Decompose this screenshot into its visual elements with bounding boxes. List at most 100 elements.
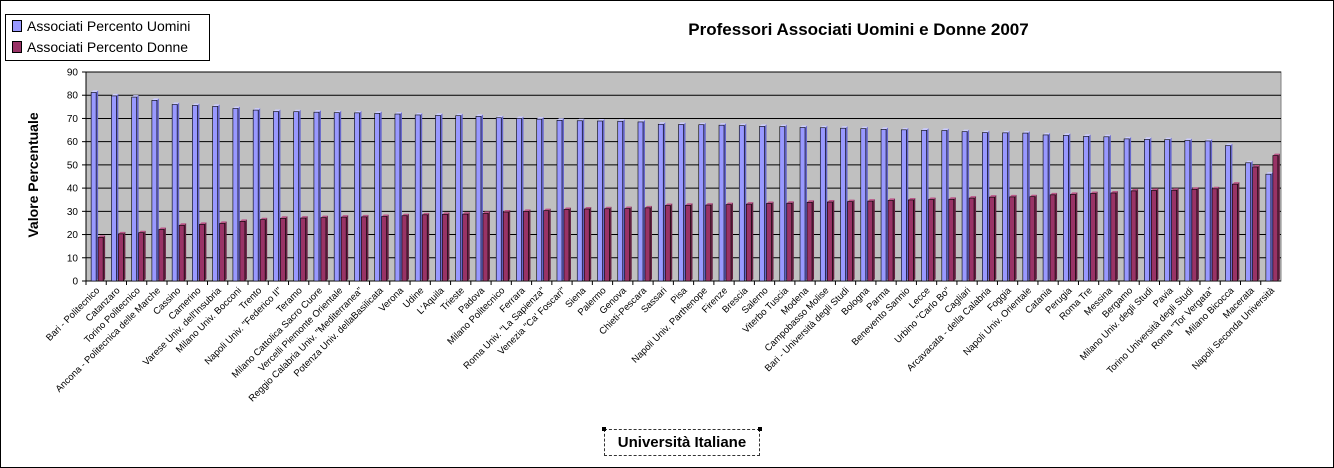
bar-uomini-side bbox=[460, 113, 463, 281]
bar-donne-top bbox=[462, 212, 470, 215]
bar-uomini-side bbox=[217, 104, 220, 281]
bar-donne-side bbox=[285, 216, 288, 281]
bar-donne bbox=[928, 199, 934, 282]
chart-title: Professori Associati Uomini e Donne 2007 bbox=[688, 20, 1029, 39]
bar-donne-side bbox=[913, 197, 916, 281]
bar-uomini bbox=[435, 115, 441, 282]
bar-donne bbox=[239, 221, 246, 282]
bar-donne bbox=[1110, 192, 1117, 282]
bar-uomini-top bbox=[273, 109, 281, 112]
bar-donne bbox=[867, 200, 874, 282]
bar-donne-side bbox=[1277, 153, 1280, 281]
bar-donne-side bbox=[487, 211, 490, 281]
bar-uomini-side bbox=[359, 110, 362, 281]
bar-donne-side bbox=[872, 199, 875, 281]
bar-uomini bbox=[1063, 135, 1069, 282]
bar-donne bbox=[118, 233, 124, 282]
bar-donne-top bbox=[503, 210, 511, 213]
bar-donne-top bbox=[1232, 182, 1240, 185]
x-axis-title[interactable]: Università Italiane bbox=[602, 427, 762, 456]
bar-donne bbox=[523, 211, 529, 282]
bar-uomini-top bbox=[1124, 136, 1132, 139]
bar-uomini-top bbox=[435, 113, 443, 116]
bar-uomini-top bbox=[617, 119, 625, 122]
bar-donne-side bbox=[710, 203, 713, 281]
bar-uomini-side bbox=[420, 112, 423, 281]
bar-donne bbox=[543, 210, 550, 282]
bar-uomini-side bbox=[1230, 143, 1233, 281]
bar-uomini-side bbox=[663, 122, 666, 281]
bar-uomini-side bbox=[622, 119, 625, 281]
bar-donne-side bbox=[1257, 164, 1260, 281]
bar-uomini-top bbox=[1022, 131, 1030, 134]
bar-donne-top bbox=[827, 200, 835, 203]
bar-uomini bbox=[131, 96, 137, 282]
bar-donne-top bbox=[1131, 188, 1139, 191]
bar-donne-top bbox=[239, 219, 247, 222]
bar-donne-top bbox=[523, 209, 531, 212]
bar-uomini-top bbox=[334, 110, 342, 113]
bar-donne-top bbox=[138, 230, 146, 233]
legend-label-donne: Associati Percento Donne bbox=[27, 39, 189, 55]
bar-uomini-top bbox=[1205, 138, 1213, 141]
bar-donne bbox=[685, 204, 691, 282]
bar-donne-top bbox=[604, 206, 612, 209]
bar-uomini bbox=[556, 120, 563, 282]
bar-uomini-top bbox=[253, 108, 261, 111]
bar-donne bbox=[1049, 194, 1056, 282]
bar-donne-side bbox=[731, 202, 734, 281]
bar-uomini-side bbox=[379, 111, 382, 281]
bar-donne-top bbox=[584, 207, 592, 210]
bar-donne-side bbox=[103, 235, 106, 281]
bar-donne bbox=[624, 208, 631, 282]
bar-donne-top bbox=[1110, 190, 1118, 193]
bar-donne-side bbox=[346, 215, 349, 281]
bar-uomini-side bbox=[1210, 138, 1213, 281]
bar-donne-side bbox=[690, 203, 693, 281]
bar-donne-top bbox=[1050, 192, 1058, 195]
bar-uomini-side bbox=[724, 123, 727, 281]
bar-uomini bbox=[1265, 173, 1272, 282]
bar-donne-top bbox=[280, 216, 288, 219]
bar-donne-side bbox=[568, 207, 571, 281]
bar-uomini-side bbox=[967, 129, 970, 281]
bar-uomini-side bbox=[1068, 133, 1071, 281]
bar-donne bbox=[502, 211, 509, 282]
bar-uomini bbox=[333, 112, 340, 282]
bar-uomini-side bbox=[1007, 130, 1010, 281]
bar-donne bbox=[1232, 183, 1238, 282]
bar-donne bbox=[1070, 194, 1076, 282]
bar-donne bbox=[158, 229, 165, 282]
bar-uomini bbox=[1123, 138, 1130, 282]
bar-donne-top bbox=[442, 212, 450, 215]
bar-donne bbox=[361, 216, 367, 282]
bar-donne-top bbox=[1191, 187, 1199, 190]
bar-donne-top bbox=[726, 202, 734, 205]
bar-donne-side bbox=[184, 223, 187, 281]
bar-donne-side bbox=[427, 212, 430, 281]
bar-uomini bbox=[1083, 136, 1089, 282]
bar-uomini bbox=[617, 120, 624, 282]
bar-donne bbox=[1252, 166, 1258, 282]
bar-uomini-top bbox=[1265, 172, 1273, 175]
bar-donne bbox=[907, 199, 914, 282]
bar-donne-side bbox=[852, 199, 855, 281]
bar-uomini-side bbox=[926, 128, 929, 281]
bar-donne bbox=[989, 196, 995, 282]
bar-uomini-top bbox=[313, 110, 321, 113]
bar-donne bbox=[178, 224, 185, 282]
y-tick-label: 30 bbox=[67, 207, 79, 218]
bar-donne bbox=[1171, 189, 1177, 282]
bar-donne-side bbox=[265, 217, 268, 281]
bar-uomini bbox=[738, 125, 745, 282]
y-tick-label: 10 bbox=[67, 253, 79, 264]
bar-uomini-top bbox=[212, 104, 220, 107]
bar-donne-side bbox=[1176, 188, 1179, 281]
bar-uomini-top bbox=[374, 111, 382, 114]
bar-donne-top bbox=[320, 215, 328, 218]
legend-item-uomini: Associati Percento Uomini bbox=[12, 18, 190, 36]
bar-uomini-top bbox=[394, 112, 402, 115]
bar-donne bbox=[320, 217, 327, 282]
bar-donne bbox=[1090, 193, 1096, 282]
bar-donne bbox=[664, 205, 671, 282]
